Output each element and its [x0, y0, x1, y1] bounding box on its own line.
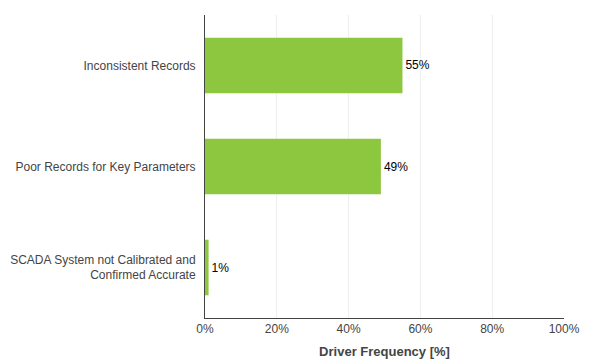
svg-text:Driver Frequency [%]: Driver Frequency [%] [319, 344, 450, 359]
svg-text:0%: 0% [196, 322, 214, 336]
svg-text:40%: 40% [337, 322, 361, 336]
svg-text:1%: 1% [212, 261, 230, 275]
svg-text:55%: 55% [405, 58, 429, 72]
svg-text:Poor Records for Key Parameter: Poor Records for Key Parameters [16, 160, 196, 174]
svg-text:20%: 20% [265, 322, 289, 336]
svg-text:80%: 80% [480, 322, 504, 336]
svg-text:49%: 49% [384, 160, 408, 174]
svg-text:100%: 100% [549, 322, 580, 336]
svg-text:Inconsistent Records: Inconsistent Records [84, 59, 196, 73]
svg-text:SCADA System not Calibrated an: SCADA System not Calibrated andConfirmed… [10, 253, 196, 283]
svg-text:60%: 60% [408, 322, 432, 336]
